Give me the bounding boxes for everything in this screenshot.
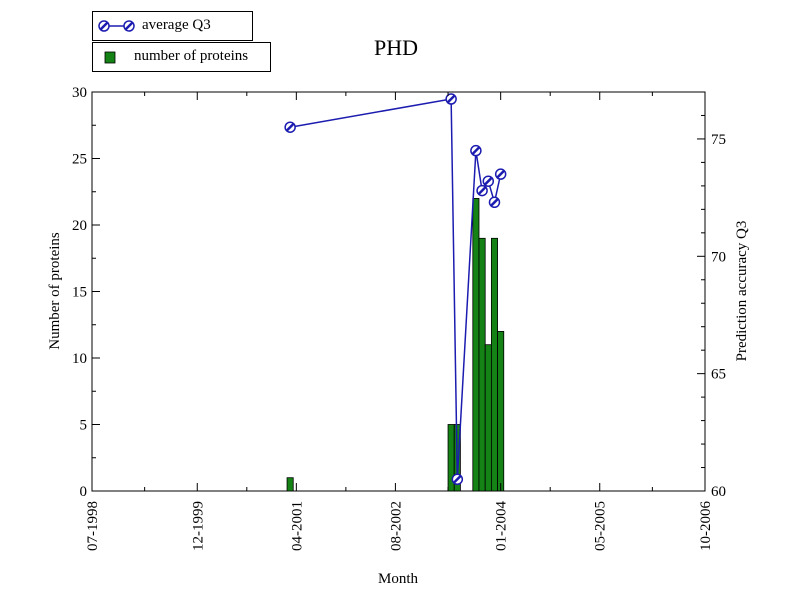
legend-average-q3: average Q3 [92,11,253,41]
bar [490,237,498,492]
x-tick-label: 05-2005 [593,501,609,551]
legend-label: average Q3 [142,17,211,33]
x-tick-label: 12-1999 [190,501,206,551]
line-layer [284,93,507,486]
x-axis-label: Month [378,571,419,587]
bars-layer [286,197,505,492]
x-tick-label: 07-1998 [85,501,101,551]
line-point [482,175,495,187]
legend-label: number of proteins [134,48,249,64]
legend-bar-swatch [104,51,116,64]
line-point [470,144,482,157]
y-axis-left-label: Number of proteins [47,232,63,350]
line-point [494,168,507,180]
line-point [476,184,488,197]
line-point [284,121,296,133]
bar [286,477,294,492]
bar [484,344,492,492]
y-right-tick-label: 75 [711,132,726,148]
y-left-tick-label: 5 [80,418,88,434]
y-left-tick-label: 25 [72,152,87,168]
x-tick-label: 04-2001 [289,501,305,551]
legend-number-of-proteins: number of proteins [92,42,271,72]
line-point [488,196,501,209]
bar [478,237,486,492]
y-left-tick-label: 0 [80,484,88,500]
axes-layer: 07-1998 12-1999 04-2001 08-2002 01-2004 05-20… [72,85,726,551]
line-point [451,473,464,486]
x-tick-label: 08-2002 [388,501,404,551]
legend-marker-icon [98,20,135,32]
y-right-tick-label: 60 [711,484,726,500]
y-left-tick-label: 20 [72,218,87,234]
y-axis-right-label: Prediction accuracy Q3 [734,221,750,362]
x-tick-label: 01-2004 [494,501,510,551]
legend-line-swatch [98,20,135,32]
bar [472,197,480,492]
y-right-tick-label: 70 [711,249,726,265]
line-point [445,93,457,105]
chart-title: PHD [373,35,418,60]
y-right-tick-label: 65 [711,367,726,383]
x-tick-label: 10-2006 [698,501,714,551]
y-left-tick-label: 15 [72,285,87,301]
y-left-tick-label: 30 [72,85,87,101]
plot-area [91,91,706,492]
y-left-tick-label: 10 [72,351,87,367]
bar [497,330,505,492]
